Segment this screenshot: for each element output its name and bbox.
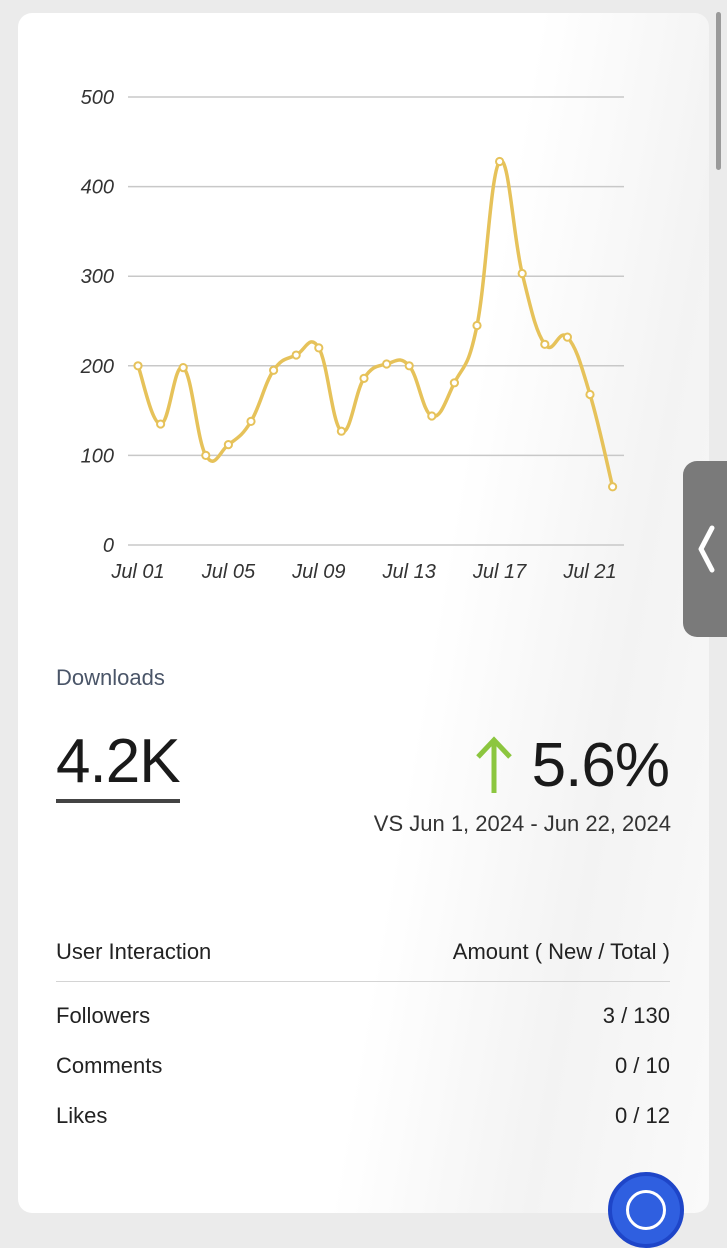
metric-value[interactable]: 4.2K [56, 725, 181, 803]
data-point[interactable] [608, 482, 618, 492]
data-point[interactable] [246, 416, 256, 426]
x-tick-label: Jul 17 [472, 561, 527, 583]
data-point[interactable] [201, 450, 211, 460]
line-chart-svg: 500 400 300 200 100 0 Jul 01 Jul 05 Jul 09 Jul 13… [80, 87, 624, 583]
data-point[interactable] [404, 361, 414, 371]
series-line [136, 159, 615, 488]
y-tick-label: 400 [81, 177, 114, 199]
fab-icon [626, 1190, 666, 1230]
data-point[interactable] [472, 320, 482, 331]
data-point[interactable] [314, 343, 324, 353]
row-amount: 0 / 12 [614, 1103, 670, 1128]
data-point[interactable] [427, 411, 437, 421]
row-name: Followers [56, 1003, 151, 1028]
x-tick-label: Jul 21 [562, 561, 616, 583]
data-point[interactable] [495, 156, 505, 167]
x-tick-label: Jul 09 [291, 561, 345, 583]
x-tick-label: Jul 05 [201, 561, 256, 583]
floating-action-button[interactable] [608, 1172, 684, 1248]
table-row: Likes 0 / 12 [56, 1102, 670, 1152]
table-row: Comments 0 / 10 [56, 1052, 670, 1102]
data-point[interactable] [382, 359, 392, 369]
data-point[interactable] [585, 389, 595, 400]
data-point[interactable] [156, 419, 166, 429]
row-amount: 0 / 10 [614, 1053, 670, 1078]
scrollbar[interactable] [716, 12, 721, 170]
data-point[interactable] [336, 426, 346, 436]
y-tick-label: 100 [81, 445, 114, 467]
y-tick-label: 500 [81, 87, 114, 109]
data-point[interactable] [359, 373, 369, 383]
side-panel-handle[interactable] [683, 461, 727, 637]
metric-label: Downloads [56, 665, 165, 690]
data-point[interactable] [517, 268, 527, 279]
table-rows: Followers 3 / 130 Comments 0 / 10 Likes … [56, 982, 670, 1152]
compare-period: VS Jun 1, 2024 - Jun 22, 2024 [373, 811, 671, 836]
row-name: Likes [56, 1103, 108, 1128]
user-interaction-table: User Interaction Amount ( New / Total ) … [56, 939, 670, 1152]
row-amount: 3 / 130 [602, 1003, 670, 1028]
data-point[interactable] [562, 332, 573, 342]
row-name: Comments [56, 1053, 163, 1078]
data-point[interactable] [540, 339, 550, 349]
chevron-left-icon [698, 525, 715, 573]
data-point[interactable] [449, 378, 459, 388]
table-row: Followers 3 / 130 [56, 1002, 670, 1052]
y-tick-label: 300 [81, 266, 114, 288]
data-point[interactable] [269, 365, 279, 375]
y-tick-label: 200 [80, 356, 114, 378]
data-point[interactable] [133, 361, 143, 371]
data-point[interactable] [223, 440, 233, 450]
header-user-interaction: User Interaction [56, 939, 212, 964]
y-tick-label: 0 [103, 535, 114, 557]
stats-card: 500 400 300 200 100 0 Jul 01 Jul 05 Jul 09 Jul 13… [18, 13, 709, 1213]
x-tick-label: Jul 13 [382, 561, 436, 583]
data-point[interactable] [178, 362, 188, 373]
data-point[interactable] [291, 350, 301, 360]
table-header: User Interaction Amount ( New / Total ) [56, 939, 670, 982]
x-tick-label: Jul 01 [110, 561, 164, 583]
arrow-up-icon [475, 736, 512, 793]
change-indicator: 5.6% [474, 725, 670, 805]
header-amount: Amount ( New / Total ) [452, 939, 670, 964]
change-value: 5.6% [531, 730, 670, 800]
downloads-chart: 500 400 300 200 100 0 Jul 01 Jul 05 Jul 09 Jul 13… [18, 13, 709, 613]
